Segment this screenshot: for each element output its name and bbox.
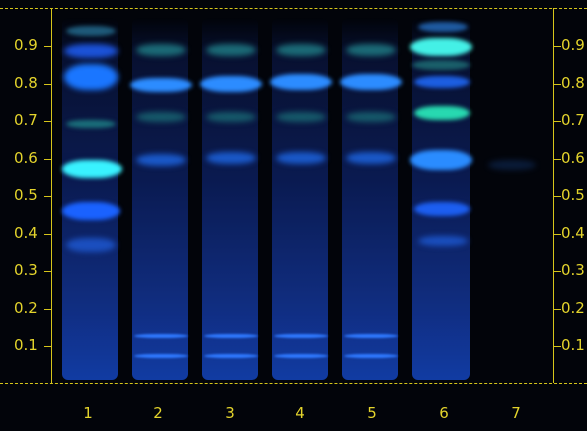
lane-6-track [412, 18, 470, 380]
left-tick-0.5 [44, 196, 52, 197]
lane-2-band [136, 112, 186, 122]
lane-4-track [272, 18, 328, 380]
lane-5-band [340, 74, 402, 90]
left-tick-0.8 [44, 84, 52, 85]
origin-line [0, 383, 587, 384]
lane-6-band [410, 38, 472, 56]
lane-1-band [66, 120, 116, 128]
lane-1-band [64, 44, 118, 58]
rf-label-right: 0.5 [561, 186, 585, 204]
lane-6-band [412, 60, 470, 70]
lane-3-band [204, 334, 258, 338]
lane-label-3: 3 [225, 404, 235, 422]
lane-6-band [414, 106, 470, 120]
lane-5-band [346, 44, 396, 56]
lane-7-band [488, 160, 536, 170]
lane-5-band [346, 112, 396, 122]
rf-label-right: 0.6 [561, 149, 585, 167]
lane-4-band [274, 334, 328, 338]
lane-1-band [62, 202, 120, 220]
lane-label-5: 5 [367, 404, 377, 422]
left-tick-0.4 [44, 234, 52, 235]
lane-label-6: 6 [439, 404, 449, 422]
lane-6-band [418, 236, 468, 246]
lane-3-band [206, 152, 256, 164]
rf-label-left: 0.3 [14, 261, 38, 279]
left-tick-0.9 [44, 46, 52, 47]
lane-2-band [136, 154, 186, 166]
lane-3-track [202, 18, 258, 380]
rf-label-left: 0.4 [14, 224, 38, 242]
rf-label-left: 0.7 [14, 111, 38, 129]
lane-2-band [134, 354, 188, 358]
lane-4-band [274, 354, 328, 358]
lane-6-band [414, 202, 470, 216]
lane-1-band [66, 26, 116, 36]
right-tick-0.6 [553, 159, 561, 160]
rf-label-right: 0.8 [561, 74, 585, 92]
lane-5-band [344, 354, 398, 358]
right-tick-0.8 [553, 84, 561, 85]
rf-label-right: 0.9 [561, 36, 585, 54]
lane-2-band [130, 78, 192, 92]
lane-2-track [132, 18, 188, 380]
left-tick-0.3 [44, 271, 52, 272]
rf-label-left: 0.8 [14, 74, 38, 92]
lane-1-band [64, 64, 118, 90]
rf-label-left: 0.2 [14, 299, 38, 317]
lane-6-band [414, 76, 470, 88]
right-tick-0.2 [553, 309, 561, 310]
lane-2-band [136, 44, 186, 56]
rf-label-right: 0.4 [561, 224, 585, 242]
right-tick-0.9 [553, 46, 561, 47]
lane-3-band [206, 44, 256, 56]
lane-4-band [276, 44, 326, 56]
rf-label-right: 0.7 [561, 111, 585, 129]
rf-label-left: 0.5 [14, 186, 38, 204]
rf-label-left: 0.1 [14, 336, 38, 354]
rf-label-left: 0.9 [14, 36, 38, 54]
lane-1-band [66, 238, 116, 252]
lane-1-band [62, 160, 122, 178]
lane-label-1: 1 [83, 404, 93, 422]
lane-3-band [204, 354, 258, 358]
left-tick-0.1 [44, 346, 52, 347]
lane-5-band [344, 334, 398, 338]
right-tick-0.4 [553, 234, 561, 235]
right-tick-0.1 [553, 346, 561, 347]
lane-3-band [200, 76, 262, 92]
rf-label-right: 0.1 [561, 336, 585, 354]
rf-label-right: 0.2 [561, 299, 585, 317]
right-tick-0.7 [553, 121, 561, 122]
lane-5-band [346, 152, 396, 164]
lane-5-track [342, 18, 398, 380]
lane-3-band [206, 112, 256, 122]
lane-6-band [410, 150, 472, 170]
right-tick-0.5 [553, 196, 561, 197]
right-frame-line [553, 8, 554, 383]
lane-6-band [418, 22, 468, 32]
left-tick-0.2 [44, 309, 52, 310]
rf-label-left: 0.6 [14, 149, 38, 167]
right-tick-0.3 [553, 271, 561, 272]
solvent-front-line [0, 8, 587, 9]
lane-4-band [276, 152, 326, 164]
rf-label-right: 0.3 [561, 261, 585, 279]
lane-label-4: 4 [295, 404, 305, 422]
lane-label-7: 7 [511, 404, 521, 422]
left-tick-0.6 [44, 159, 52, 160]
lane-4-band [270, 74, 332, 90]
left-frame-line [51, 8, 52, 383]
lane-label-2: 2 [153, 404, 163, 422]
lane-2-band [134, 334, 188, 338]
lane-4-band [276, 112, 326, 122]
left-tick-0.7 [44, 121, 52, 122]
